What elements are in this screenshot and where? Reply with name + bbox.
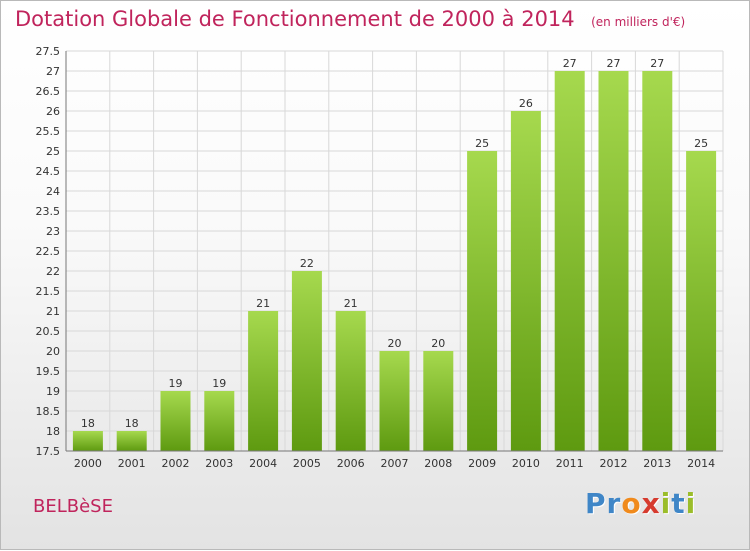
chart-subtitle: (en milliers d'€) bbox=[591, 15, 686, 29]
x-tick-label: 2013 bbox=[643, 457, 671, 470]
data-label: 27 bbox=[607, 57, 621, 70]
bar bbox=[554, 71, 585, 451]
x-tick-label: 2000 bbox=[74, 457, 102, 470]
x-tick-label: 2012 bbox=[600, 457, 628, 470]
y-tick-label: 27.5 bbox=[36, 45, 61, 58]
logo-letter: t bbox=[671, 487, 686, 520]
y-tick-label: 23.5 bbox=[36, 205, 61, 218]
y-tick-label: 27 bbox=[46, 65, 60, 78]
logo-letter: x bbox=[641, 487, 661, 520]
data-label: 18 bbox=[81, 417, 95, 430]
y-tick-label: 19.5 bbox=[36, 365, 61, 378]
logo-letter: i bbox=[660, 487, 672, 520]
y-tick-label: 20.5 bbox=[36, 325, 61, 338]
title-row: Dotation Globale de Fonctionnement de 20… bbox=[15, 7, 685, 31]
x-tick-label: 2011 bbox=[556, 457, 584, 470]
y-tick-label: 26.5 bbox=[36, 85, 61, 98]
bar bbox=[510, 111, 541, 451]
bar bbox=[72, 431, 103, 451]
y-tick-label: 24 bbox=[46, 185, 60, 198]
logo-letter: i bbox=[685, 487, 697, 520]
logo-letter: o bbox=[621, 487, 642, 520]
y-tick-label: 25.5 bbox=[36, 125, 61, 138]
y-tick-label: 26 bbox=[46, 105, 60, 118]
bar bbox=[598, 71, 629, 451]
y-tick-label: 22 bbox=[46, 265, 60, 278]
data-label: 25 bbox=[475, 137, 489, 150]
y-tick-label: 20 bbox=[46, 345, 60, 358]
data-label: 18 bbox=[125, 417, 139, 430]
data-label: 27 bbox=[650, 57, 664, 70]
x-tick-label: 2001 bbox=[118, 457, 146, 470]
data-label: 20 bbox=[431, 337, 445, 350]
bar bbox=[686, 151, 717, 451]
y-tick-label: 23 bbox=[46, 225, 60, 238]
x-tick-label: 2005 bbox=[293, 457, 321, 470]
commune-name: BELBèSE bbox=[33, 496, 113, 517]
x-tick-label: 2014 bbox=[687, 457, 715, 470]
x-tick-label: 2004 bbox=[249, 457, 277, 470]
bar bbox=[291, 271, 322, 451]
y-tick-label: 21.5 bbox=[36, 285, 61, 298]
bar bbox=[335, 311, 366, 451]
bar bbox=[642, 71, 673, 451]
y-tick-label: 22.5 bbox=[36, 245, 61, 258]
data-label: 22 bbox=[300, 257, 314, 270]
y-tick-label: 21 bbox=[46, 305, 60, 318]
data-label: 27 bbox=[563, 57, 577, 70]
bar bbox=[467, 151, 498, 451]
y-tick-label: 19 bbox=[46, 385, 60, 398]
bar-layer: 18 18 19 19 21 22 21 20 20 25 26 27 27 27 25 bbox=[72, 57, 717, 451]
data-label: 21 bbox=[344, 297, 358, 310]
y-tick-label: 24.5 bbox=[36, 165, 61, 178]
data-label: 20 bbox=[388, 337, 402, 350]
axis-layer: 17.5 18 18.5 19 19.5 20 20.5 21 21.5 22 22.5 23 23.5… bbox=[36, 45, 723, 470]
data-label: 25 bbox=[694, 137, 708, 150]
x-tick-label: 2008 bbox=[424, 457, 452, 470]
bar bbox=[204, 391, 235, 451]
bar bbox=[160, 391, 191, 451]
bar bbox=[379, 351, 410, 451]
proxiti-logo[interactable]: Proxiti bbox=[585, 487, 696, 520]
y-tick-label: 17.5 bbox=[36, 445, 61, 458]
bar bbox=[248, 311, 279, 451]
x-tick-label: 2010 bbox=[512, 457, 540, 470]
data-label: 19 bbox=[169, 377, 183, 390]
data-label: 26 bbox=[519, 97, 533, 110]
data-label: 21 bbox=[256, 297, 270, 310]
bar bbox=[423, 351, 454, 451]
x-tick-label: 2007 bbox=[381, 457, 409, 470]
x-tick-label: 2002 bbox=[162, 457, 190, 470]
logo-letter: r bbox=[606, 487, 622, 520]
bar bbox=[116, 431, 147, 451]
x-tick-label: 2009 bbox=[468, 457, 496, 470]
y-tick-label: 18.5 bbox=[36, 405, 61, 418]
data-label: 19 bbox=[212, 377, 226, 390]
x-tick-label: 2003 bbox=[205, 457, 233, 470]
chart-title: Dotation Globale de Fonctionnement de 20… bbox=[15, 7, 575, 31]
y-tick-label: 25 bbox=[46, 145, 60, 158]
y-tick-label: 18 bbox=[46, 425, 60, 438]
logo-letter: P bbox=[585, 487, 607, 520]
x-tick-label: 2006 bbox=[337, 457, 365, 470]
